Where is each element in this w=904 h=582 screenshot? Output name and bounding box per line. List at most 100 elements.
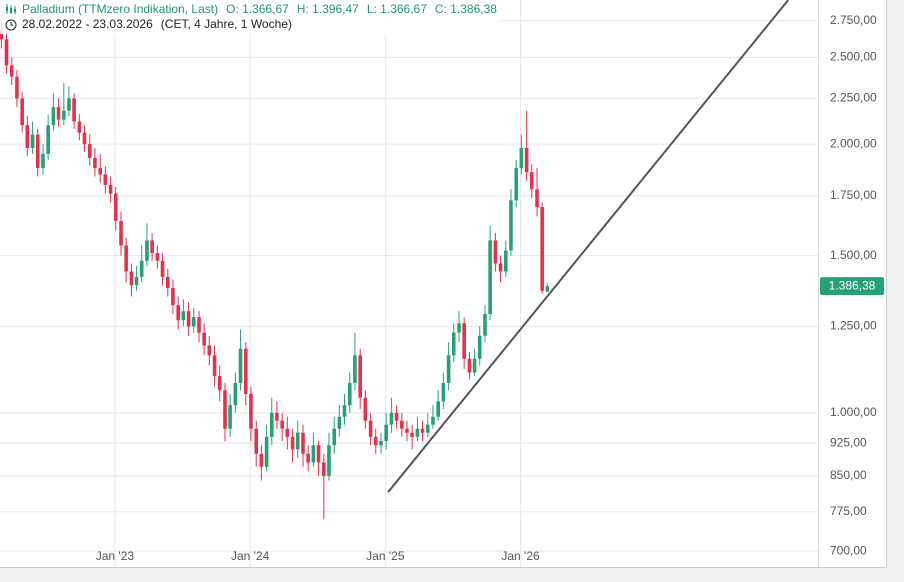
candle-body xyxy=(514,168,519,201)
candle-body xyxy=(191,317,196,327)
candle-body xyxy=(322,462,326,476)
last-price-tag xyxy=(820,277,884,296)
chart: 700,00 775,00 850,00 925,00 1.000,00 1.250,00… xyxy=(0,0,884,567)
candle-body xyxy=(197,317,201,333)
candle-body xyxy=(103,174,108,185)
candle-body xyxy=(415,428,420,437)
candle-body xyxy=(306,453,310,463)
candle-body xyxy=(363,397,368,421)
y-tick-label: 2.750,00 xyxy=(830,13,877,27)
candle-body xyxy=(420,428,425,433)
last-price-label: 1.386,38 xyxy=(829,278,876,292)
candle-body xyxy=(56,107,61,120)
candle-body xyxy=(139,260,144,277)
candle-body xyxy=(446,355,451,384)
candle-body xyxy=(4,39,9,66)
candle-body xyxy=(186,311,191,327)
candle-body xyxy=(25,125,30,148)
candle-body xyxy=(93,157,97,169)
grid xyxy=(0,0,818,567)
candle-body xyxy=(295,432,300,450)
candle-body xyxy=(373,436,378,446)
candle-body xyxy=(384,424,388,442)
candle-body xyxy=(15,76,19,99)
candle-body xyxy=(405,428,409,433)
candle-body xyxy=(477,335,482,359)
candle-body xyxy=(46,125,50,154)
ohlc-label: C: 1.386,38 xyxy=(435,2,497,16)
candle-body xyxy=(82,132,87,145)
ohlc-labels: O: 1.366,67 H: 1.396,47 L: 1.366,67 C: 1.38… xyxy=(226,2,497,16)
y-tick-label: 775,00 xyxy=(830,504,867,518)
candle-body xyxy=(379,441,383,446)
candle-body xyxy=(301,432,305,454)
ohlc-label: H: 1.396,47 xyxy=(297,2,359,16)
candle-body xyxy=(488,240,492,315)
candle-body xyxy=(436,401,441,417)
candle-body xyxy=(249,393,253,429)
candle-body xyxy=(327,445,331,476)
candle-body xyxy=(254,428,259,454)
y-tick-label: 2.000,00 xyxy=(830,136,877,150)
candle-body xyxy=(358,355,362,398)
candle-body xyxy=(290,436,295,450)
candle-body xyxy=(316,445,321,463)
candle-body xyxy=(451,332,456,356)
candle-body xyxy=(332,428,337,446)
x-tick-label: Jan '24 xyxy=(231,549,270,563)
header-bg xyxy=(0,0,500,34)
clock-hands xyxy=(10,22,13,26)
y-tick-label: 1.500,00 xyxy=(830,248,877,262)
candle-body xyxy=(9,65,14,77)
candle-body xyxy=(160,260,165,277)
candle-body xyxy=(467,358,472,373)
candle-body xyxy=(504,250,508,272)
candle-body xyxy=(176,305,181,321)
header: Palladium (TTMzero Indikation, Last) O: … xyxy=(0,0,500,34)
plot-area xyxy=(0,0,790,520)
candle-body xyxy=(129,271,134,286)
candle-body xyxy=(87,144,92,158)
y-tick-label: 850,00 xyxy=(830,468,867,482)
candle-body xyxy=(108,184,113,194)
candle-body xyxy=(269,412,274,437)
y-tick-label: 2.250,00 xyxy=(830,91,877,105)
candle-icon xyxy=(6,4,16,14)
candle-body xyxy=(41,153,45,169)
candle-body xyxy=(498,263,503,272)
candle-body xyxy=(212,355,217,376)
candle-body xyxy=(124,245,128,272)
y-tick-label: 1.750,00 xyxy=(830,188,877,202)
candle-body xyxy=(150,240,154,254)
candle-body xyxy=(202,332,206,346)
candle-body xyxy=(493,240,498,264)
candle-body xyxy=(280,420,284,429)
candle-body xyxy=(368,420,373,437)
candle-body xyxy=(228,405,232,429)
candle-body xyxy=(545,286,550,292)
candle-body xyxy=(145,240,149,261)
y-tick-label: 700,00 xyxy=(830,543,867,557)
period-note: (CET, 4 Jahre, 1 Woche) xyxy=(161,17,292,31)
candle-body xyxy=(98,168,102,175)
candle-body xyxy=(394,412,399,421)
candle-body xyxy=(207,345,212,356)
candle-body xyxy=(540,207,544,291)
y-tick-label: 1.000,00 xyxy=(830,405,877,419)
candle-body xyxy=(264,436,269,467)
candle-body xyxy=(119,221,123,246)
candle-body xyxy=(337,416,342,429)
candle-body xyxy=(524,147,529,173)
candle-body xyxy=(347,383,352,406)
ohlc-label: O: 1.366,67 xyxy=(226,2,289,16)
candle-body xyxy=(233,383,238,406)
candle-body xyxy=(400,420,404,429)
clock-icon xyxy=(5,19,17,31)
candle-body xyxy=(462,323,466,359)
candle-body xyxy=(425,424,430,433)
candle-body xyxy=(441,383,446,402)
ohlc-label: L: 1.366,67 xyxy=(367,2,427,16)
candle-body xyxy=(113,193,118,222)
candle-body xyxy=(259,453,264,467)
candle-body xyxy=(275,412,279,421)
